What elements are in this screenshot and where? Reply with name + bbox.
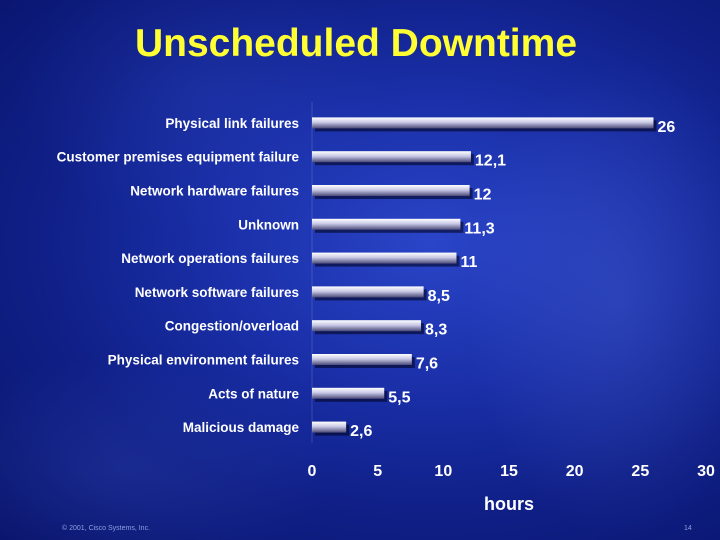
data-label: 12: [474, 187, 492, 204]
category-label: Unknown: [238, 217, 299, 232]
category-label: Congestion/overload: [165, 319, 299, 334]
data-label: 8,3: [425, 322, 447, 339]
x-tick-label: 0: [308, 463, 317, 480]
data-label: 12,1: [475, 153, 506, 170]
bar: [312, 354, 412, 365]
page-number: 14: [684, 525, 692, 532]
bar: [312, 151, 471, 163]
copyright-text: © 2001, Cisco Systems, Inc.: [62, 525, 151, 532]
category-label: Network software failures: [135, 285, 299, 300]
bar: [312, 320, 422, 332]
bar: [312, 252, 457, 264]
x-tick-label: 15: [500, 463, 518, 480]
category-label: Network hardware failures: [130, 184, 299, 199]
data-label: 11: [460, 254, 477, 271]
data-label: 8,5: [428, 288, 450, 305]
x-axis-label: hours: [484, 494, 534, 514]
bar: [312, 421, 347, 433]
data-label: 26: [657, 119, 675, 136]
data-label: 11,3: [464, 220, 494, 237]
bar: [312, 286, 424, 298]
bar: [312, 218, 461, 230]
bar: [312, 117, 654, 129]
category-label: Customer premises equipment failure: [57, 150, 300, 165]
category-label: Physical environment failures: [108, 353, 299, 368]
x-tick-label: 25: [631, 463, 649, 480]
slide-title: Unscheduled Downtime: [134, 22, 578, 65]
x-tick-label: 30: [697, 463, 715, 480]
category-label: Physical link failures: [165, 116, 299, 131]
bars-layer: Physical link failures 26 Customer premise…: [57, 102, 715, 514]
category-label: Malicious damage: [183, 420, 300, 435]
category-label: Acts of nature: [208, 386, 299, 401]
data-label: 5,5: [388, 389, 410, 406]
data-label: 2,6: [350, 423, 372, 440]
bar: [312, 387, 385, 399]
x-tick-label: 5: [373, 463, 382, 480]
data-label: 7,6: [416, 356, 438, 373]
category-label: Network operations failures: [121, 251, 299, 266]
x-tick-label: 20: [566, 463, 584, 480]
bar: [312, 185, 470, 196]
x-tick-label: 10: [434, 463, 452, 480]
